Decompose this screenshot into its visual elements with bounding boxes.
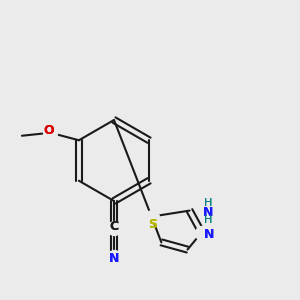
Text: N: N	[109, 251, 119, 265]
Text: H: H	[204, 215, 212, 225]
Text: N: N	[204, 227, 214, 241]
Text: S: S	[148, 218, 158, 231]
Text: N: N	[204, 227, 214, 241]
Text: C: C	[110, 220, 118, 233]
Text: H: H	[203, 198, 212, 208]
Text: C: C	[110, 220, 118, 233]
Text: N: N	[109, 251, 119, 265]
Text: N: N	[203, 206, 213, 219]
Text: O: O	[44, 124, 54, 137]
Text: S: S	[148, 218, 158, 231]
Text: O: O	[44, 124, 54, 137]
Text: H: H	[203, 198, 212, 208]
Text: N: N	[203, 206, 213, 219]
Text: H: H	[204, 215, 212, 225]
